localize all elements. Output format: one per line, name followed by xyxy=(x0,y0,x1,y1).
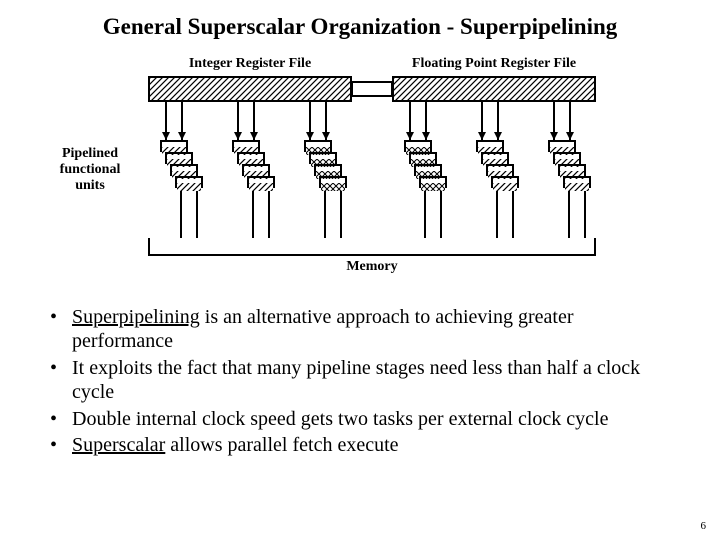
superscalar-diagram: Integer Register File Floating Point Reg… xyxy=(60,58,660,283)
pipeline-stage xyxy=(563,176,591,188)
pipeline-stage xyxy=(548,140,576,152)
bullet-list: Superpipelining is an alternative approa… xyxy=(48,305,672,457)
bullet-item: Superscalar allows parallel fetch execut… xyxy=(48,433,672,457)
bullet-item: Superpipelining is an alternative approa… xyxy=(48,305,672,354)
pipeline-stage xyxy=(553,152,581,164)
bullet-term: Superscalar xyxy=(72,434,165,456)
bullet-item: It exploits the fact that many pipeline … xyxy=(48,356,672,405)
page-number: 6 xyxy=(701,520,707,532)
memory-box xyxy=(148,238,596,256)
memory-label: Memory xyxy=(148,259,596,275)
bullet-term: Superpipelining xyxy=(72,306,200,328)
page-title: General Superscalar Organization - Super… xyxy=(0,0,720,40)
bullet-item: Double internal clock speed gets two tas… xyxy=(48,407,672,431)
pipeline-stage xyxy=(558,164,586,176)
